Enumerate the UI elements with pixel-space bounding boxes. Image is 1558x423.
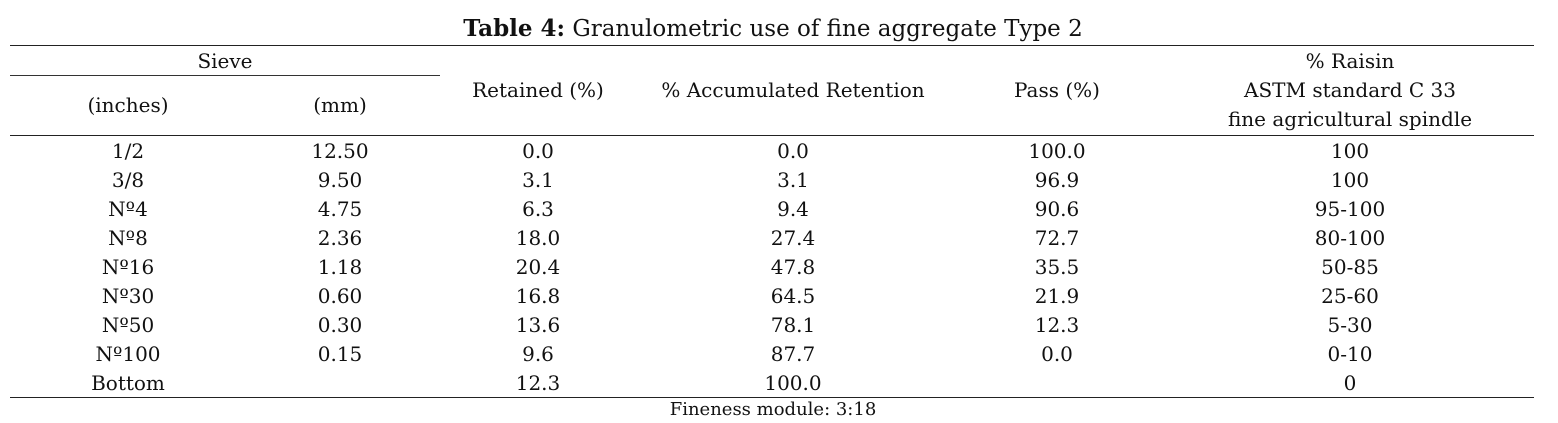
cell-astm: 25-60 — [1321, 284, 1379, 308]
cell-retained: 12.3 — [515, 371, 561, 395]
cell-astm: 100 — [1330, 139, 1370, 163]
cell-astm: 5-30 — [1327, 313, 1373, 337]
header-astm-line3: fine agricultural spindle — [1227, 107, 1473, 131]
cell-pass: 35.5 — [1034, 255, 1080, 279]
table-footnote: Fineness module: 3:18 — [669, 399, 877, 420]
cell-inches: Nº16 — [101, 255, 155, 279]
cell-inches: Nº100 — [95, 342, 161, 366]
top-rule — [10, 45, 1534, 46]
cell-accumulated: 0.0 — [777, 139, 809, 163]
cell-mm: 0.15 — [317, 342, 363, 366]
cell-astm: 100 — [1330, 168, 1370, 192]
cell-mm: 1.18 — [317, 255, 363, 279]
cell-retained: 13.6 — [515, 313, 561, 337]
cell-astm: 95-100 — [1314, 197, 1386, 221]
sieve-group-rule — [10, 75, 440, 76]
cell-retained: 0.0 — [522, 139, 554, 163]
cell-inches: Nº4 — [108, 197, 148, 221]
cell-inches: 3/8 — [111, 168, 145, 192]
cell-pass: 21.9 — [1034, 284, 1080, 308]
cell-accumulated: 3.1 — [777, 168, 809, 192]
cell-pass: 90.6 — [1034, 197, 1080, 221]
caption-text: Granulometric use of fine aggregate Type… — [572, 16, 1083, 42]
header-mm: (mm) — [313, 93, 367, 117]
caption-label: Table 4: — [463, 15, 566, 42]
cell-astm: 50-85 — [1321, 255, 1379, 279]
cell-accumulated: 100.0 — [764, 371, 822, 395]
cell-mm: 9.50 — [317, 168, 363, 192]
cell-accumulated: 47.8 — [770, 255, 816, 279]
cell-accumulated: 9.4 — [777, 197, 809, 221]
cell-retained: 6.3 — [522, 197, 554, 221]
cell-inches: Nº30 — [101, 284, 155, 308]
cell-inches: Nº50 — [101, 313, 155, 337]
cell-pass: 96.9 — [1034, 168, 1080, 192]
cell-pass: 100.0 — [1028, 139, 1086, 163]
header-accumulated: % Accumulated Retention — [661, 78, 925, 102]
cell-retained: 16.8 — [515, 284, 561, 308]
cell-astm: 0-10 — [1327, 342, 1373, 366]
cell-mm: 4.75 — [317, 197, 363, 221]
cell-inches: Bottom — [91, 371, 165, 395]
header-astm-line2: ASTM standard C 33 — [1244, 78, 1456, 102]
cell-mm: 0.30 — [317, 313, 363, 337]
header-inches: (inches) — [87, 93, 169, 117]
cell-mm: 12.50 — [311, 139, 369, 163]
cell-pass: 0.0 — [1041, 342, 1073, 366]
cell-mm: 0.60 — [317, 284, 363, 308]
cell-retained: 20.4 — [515, 255, 561, 279]
cell-accumulated: 64.5 — [770, 284, 816, 308]
cell-accumulated: 27.4 — [770, 226, 816, 250]
cell-astm: 80-100 — [1314, 226, 1386, 250]
cell-inches: 1/2 — [111, 139, 145, 163]
cell-pass: 72.7 — [1034, 226, 1080, 250]
table-caption: Table 4: Granulometric use of fine aggre… — [0, 14, 1546, 44]
bottom-rule — [10, 397, 1534, 398]
cell-mm: 2.36 — [317, 226, 363, 250]
cell-retained: 9.6 — [522, 342, 554, 366]
cell-accumulated: 87.7 — [770, 342, 816, 366]
cell-pass: 12.3 — [1034, 313, 1080, 337]
header-retained: Retained (%) — [472, 78, 604, 102]
cell-astm: 0 — [1343, 371, 1357, 395]
header-astm-line1: % Raisin — [1305, 49, 1395, 73]
cell-inches: Nº8 — [108, 226, 148, 250]
cell-retained: 18.0 — [515, 226, 561, 250]
cell-retained: 3.1 — [522, 168, 554, 192]
header-bottom-rule — [10, 135, 1534, 136]
cell-accumulated: 78.1 — [770, 313, 816, 337]
header-pass: Pass (%) — [1014, 78, 1100, 102]
header-sieve: Sieve — [197, 49, 253, 73]
